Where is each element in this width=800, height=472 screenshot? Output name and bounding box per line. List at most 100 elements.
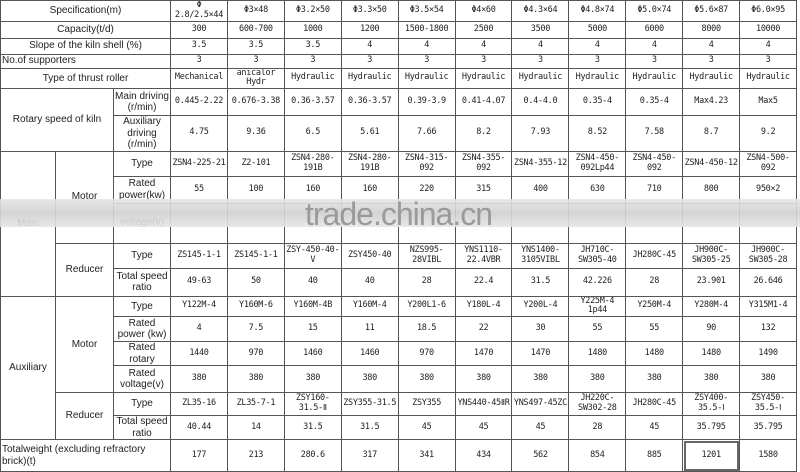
value-cell: 380	[170, 365, 228, 394]
model-column-header: Φ3×48	[226, 0, 285, 22]
value-cell: 9.2	[739, 115, 797, 152]
value-cell: 1500-1800	[397, 20, 456, 39]
sub-label: Rated voltage(v)	[112, 365, 172, 394]
value-cell: Y280M-4	[682, 295, 741, 318]
value-cell: 14	[226, 415, 285, 441]
value-cell: 6.5	[283, 115, 342, 152]
value-cell: 31.5	[283, 415, 342, 441]
value-cell: 0.36-3.57	[340, 88, 399, 117]
value-cell: 4	[511, 37, 570, 55]
sub-label: Type	[112, 295, 172, 318]
value-cell: 0.35-4	[625, 88, 684, 117]
value-cell: 630	[568, 175, 627, 204]
value-cell: JH900C-SW305-28	[739, 242, 797, 269]
value-cell: JH710C-SW305-40	[568, 242, 627, 269]
header-row: Specification(m) Φ 2.8/2.5×44 Φ3×48 Φ3.2×50…	[0, 0, 797, 22]
sub-label: Auxiliary driving (r/min)	[112, 115, 172, 152]
spec-row: Type of thrust roller Mechanical anicalor …	[0, 67, 797, 90]
value-cell: ZS145-1-1	[170, 242, 228, 269]
value-cell: Y200L-4	[511, 295, 570, 318]
value-cell: 5.61	[340, 115, 399, 152]
value-cell: Y200L1-6	[397, 295, 456, 318]
value-cell: YNS440-45ⅡR	[454, 392, 513, 417]
value-cell: NZS995-28VIBL	[397, 242, 456, 269]
value-cell: 22.4	[454, 267, 513, 297]
value-cell: 11	[340, 316, 399, 343]
value-cell: Hydraulic	[511, 67, 570, 90]
value-cell: 0.445-2.22	[170, 88, 228, 117]
value-cell: 3	[340, 53, 399, 69]
value-cell: 42.226	[568, 267, 627, 297]
value-cell: YNS1400-3105VIBL	[511, 242, 570, 269]
value-cell: ZSN4-280-191B	[283, 150, 342, 177]
value-cell: 55	[625, 316, 684, 343]
value-cell: Y180L-4	[454, 295, 513, 318]
value-cell: 950×2	[739, 175, 797, 204]
value-cell: Y160M-6	[226, 295, 285, 318]
value-cell: 5000	[568, 20, 627, 39]
value-cell: 1201	[682, 439, 741, 472]
value-cell: ZSN4-355-092	[454, 150, 513, 177]
model-column-header: Φ5.6×87	[682, 0, 741, 22]
value-cell: ZSY450-35.5-Ⅰ	[739, 392, 797, 417]
value-cell: Hydraulic	[454, 67, 513, 90]
value-cell: 3	[226, 53, 285, 69]
value-cell: 0.39-3.9	[397, 88, 456, 117]
value-cell: Y250M-4	[625, 295, 684, 318]
row-label: No.of supporters	[0, 53, 172, 69]
main-reducer-row: Reducer Type ZS145-1-1 ZS145-1-1 ZSY-450-40-…	[1, 242, 797, 297]
value-cell: 280.6	[283, 439, 342, 472]
value-cell: 885	[625, 439, 684, 472]
value-cell: ZSN4-450-092	[625, 150, 684, 177]
value-cell: 40	[340, 267, 399, 297]
value-cell: Max5	[739, 88, 797, 117]
value-cell: 3	[739, 53, 797, 69]
sub-label: Rated rotary	[112, 341, 172, 367]
model-column-header: Φ 2.8/2.5×44	[170, 0, 228, 22]
value-cell: Y315M1-4	[739, 295, 797, 318]
value-cell: 3	[568, 53, 627, 69]
main-reducer-row: Total speed ratio 49-63 50 40 40 28 22.4 31.5 42…	[1, 267, 797, 297]
value-cell: 132	[739, 316, 797, 343]
value-cell: 31.5	[511, 267, 570, 297]
value-cell: 6000	[625, 20, 684, 39]
model-column-header: Φ4.3×64	[511, 0, 570, 22]
value-cell: 3.5	[226, 37, 285, 55]
value-cell: 380	[511, 365, 570, 394]
value-cell: JH280C-45	[625, 242, 684, 269]
value-cell: Y160M-4	[340, 295, 399, 318]
spec-row: No.of supporters 3 3 3 3 3 3 3 3 3 3 3	[0, 53, 797, 69]
value-cell: 317	[340, 439, 399, 472]
watermark-band	[0, 199, 800, 227]
value-cell: 562	[511, 439, 570, 472]
value-cell: 213	[226, 439, 285, 472]
value-cell: ZL35-7-1	[226, 392, 285, 417]
value-cell: 22	[454, 316, 513, 343]
value-cell: 380	[226, 365, 285, 394]
value-cell: 4	[682, 37, 741, 55]
auxiliary-reducer-row: Reducer Type ZL35-16 ZL35-7-1 ZSY160-31.5-Ⅱ Z…	[1, 392, 797, 441]
value-cell: 1460	[340, 341, 399, 367]
value-cell: 31.5	[340, 415, 399, 441]
value-cell: 3	[170, 53, 228, 69]
value-cell: 28	[568, 415, 627, 441]
value-cell: 50	[226, 267, 285, 297]
value-cell: 9.36	[226, 115, 285, 152]
value-cell: Y160M-4B	[283, 295, 342, 318]
value-cell: YNS1110-22.4VBR	[454, 242, 513, 269]
specification-header: Specification(m)	[0, 0, 172, 22]
value-cell: Max4.23	[682, 88, 741, 117]
value-cell: 49-63	[170, 267, 228, 297]
value-cell: Hydraulic	[397, 67, 456, 90]
value-cell: Mechanical	[170, 67, 228, 90]
value-cell: 8.7	[682, 115, 741, 152]
value-cell: 380	[340, 365, 399, 394]
value-cell: ZSY355	[397, 392, 456, 417]
value-cell: 1480	[568, 341, 627, 367]
value-cell: 1470	[511, 341, 570, 367]
value-cell: 1470	[454, 341, 513, 367]
sub-label: Rated power (kw)	[112, 316, 172, 343]
model-column-header: Φ6.0×95	[739, 0, 797, 22]
value-cell: 45	[397, 415, 456, 441]
